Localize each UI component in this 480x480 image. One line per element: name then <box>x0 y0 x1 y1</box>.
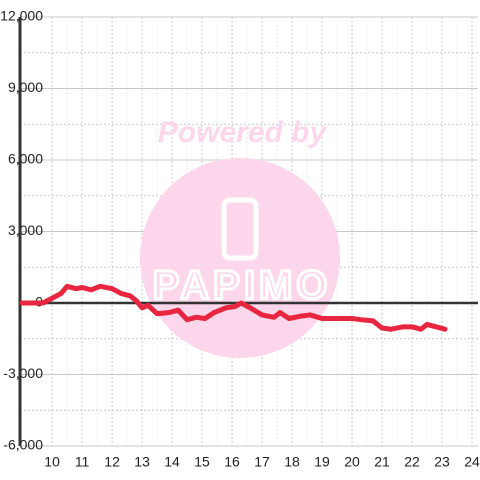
y-tick-label: 3,000 <box>8 222 43 238</box>
x-tick-label: 10 <box>44 454 60 470</box>
y-tick-label: -6,000 <box>3 437 43 453</box>
watermark-icon <box>221 197 259 261</box>
x-tick-label: 22 <box>404 454 420 470</box>
x-tick-label: 12 <box>104 454 120 470</box>
x-tick-label: 24 <box>464 454 480 470</box>
x-tick-label: 20 <box>344 454 360 470</box>
y-tick-label: -3,000 <box>3 365 43 381</box>
y-tick-label: 9,000 <box>8 79 43 95</box>
grid <box>20 16 478 447</box>
x-tick-label: 17 <box>254 454 270 470</box>
x-tick-label: 16 <box>224 454 240 470</box>
x-tick-label: 18 <box>284 454 300 470</box>
x-tick-label: 15 <box>194 454 210 470</box>
x-tick-label: 23 <box>434 454 450 470</box>
line-series <box>19 283 448 332</box>
y-tick-label: 6,000 <box>8 151 43 167</box>
x-tick-label: 11 <box>75 454 90 470</box>
y-tick-label: 12,000 <box>0 8 43 24</box>
x-tick-label: 21 <box>374 454 390 470</box>
x-tick-label: 19 <box>314 454 330 470</box>
watermark: Powered by PAPIMO <box>140 116 340 358</box>
watermark-text: Powered by <box>158 116 328 149</box>
x-tick-label: 14 <box>164 454 180 470</box>
x-tick-label: 13 <box>134 454 150 470</box>
